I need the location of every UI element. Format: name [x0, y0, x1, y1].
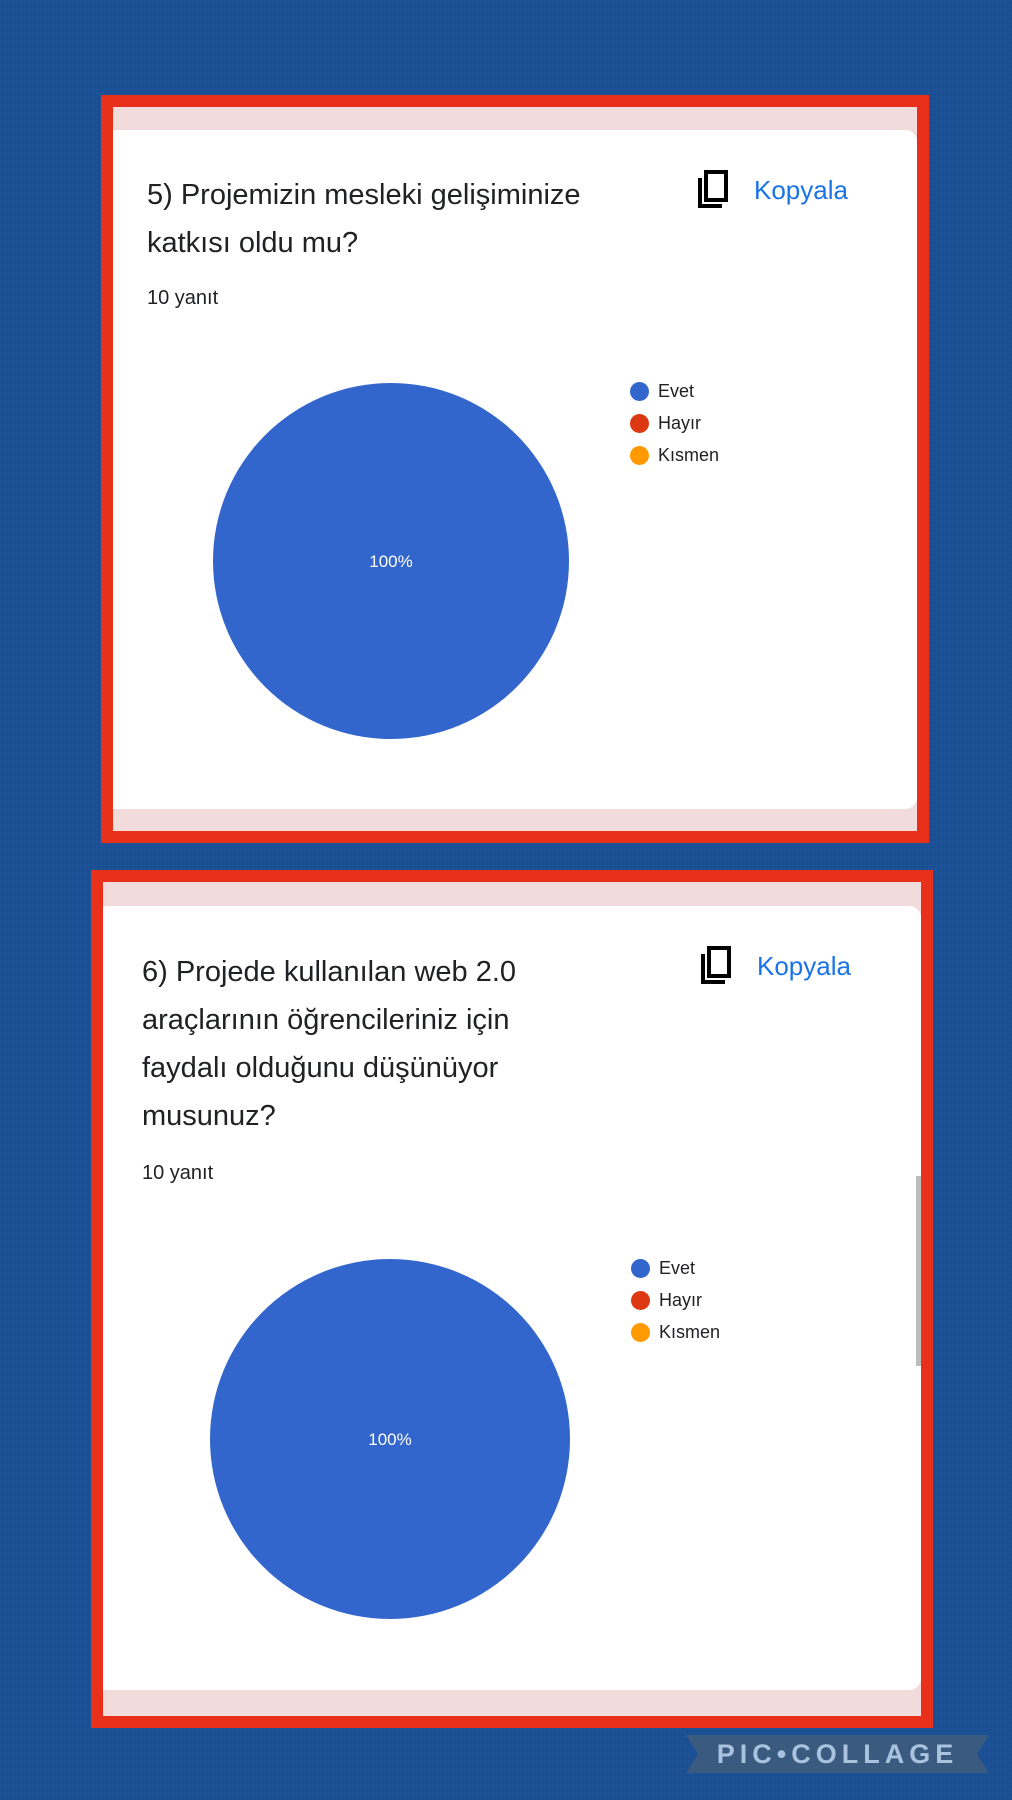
- title-line: musunuz?: [142, 1100, 276, 1132]
- legend-label: Kısmen: [658, 444, 720, 465]
- legend-item: Evet: [630, 375, 719, 407]
- legend-item: Kısmen: [631, 1316, 720, 1348]
- copy-icon: [701, 946, 731, 984]
- legend-dot-icon: [631, 1290, 650, 1310]
- legend-item: Kısmen: [630, 439, 719, 471]
- legend-label: Kısmen: [659, 1321, 721, 1342]
- legend-dot-icon: [631, 1322, 650, 1342]
- chart-legend: Evet Hayır Kısmen: [630, 375, 719, 471]
- question-title: 5) Projemizin mesleki gelişiminize katkı…: [147, 171, 581, 267]
- scrollbar[interactable]: [916, 1176, 921, 1366]
- title-line: 6) Projede kullanılan web 2.0: [142, 956, 517, 988]
- pie-slice-evet: [210, 1259, 570, 1619]
- response-count: 10 yanıt: [147, 287, 219, 309]
- legend-label: Evet: [659, 1257, 696, 1278]
- pie-slice-evet: [213, 383, 569, 739]
- copy-button[interactable]: Kopyala: [696, 170, 848, 210]
- legend-item: Evet: [631, 1252, 720, 1284]
- title-line: faydalı olduğunu düşünüyor: [142, 1052, 499, 1084]
- legend-item: Hayır: [631, 1284, 720, 1316]
- chart-legend: Evet Hayır Kısmen: [631, 1252, 720, 1348]
- legend-dot-icon: [630, 413, 649, 433]
- response-count: 10 yanıt: [142, 1162, 214, 1184]
- copy-label: Kopyala: [754, 174, 848, 205]
- legend-label: Evet: [658, 380, 695, 401]
- pie-chart: 100%: [213, 383, 569, 739]
- legend-dot-icon: [630, 445, 649, 465]
- question-title: 6) Projede kullanılan web 2.0 araçlarını…: [142, 948, 516, 1140]
- pic-collage-watermark: PIC•COLLAGE: [686, 1735, 989, 1773]
- legend-dot-icon: [631, 1258, 650, 1278]
- title-line: araçlarının öğrencileriniz için: [142, 1004, 510, 1036]
- legend-label: Hayır: [659, 1289, 703, 1310]
- pie-chart: 100%: [210, 1259, 570, 1619]
- slice-label: 100%: [369, 552, 412, 571]
- title-line: 5) Projemizin mesleki gelişiminize: [147, 179, 581, 211]
- copy-icon: [698, 170, 728, 208]
- legend-dot-icon: [630, 381, 649, 401]
- copy-button[interactable]: Kopyala: [699, 946, 851, 986]
- title-line: katkısı oldu mu?: [147, 227, 359, 259]
- legend-item: Hayır: [630, 407, 719, 439]
- copy-label: Kopyala: [757, 950, 851, 981]
- slice-label: 100%: [368, 1430, 411, 1449]
- legend-label: Hayır: [658, 412, 702, 433]
